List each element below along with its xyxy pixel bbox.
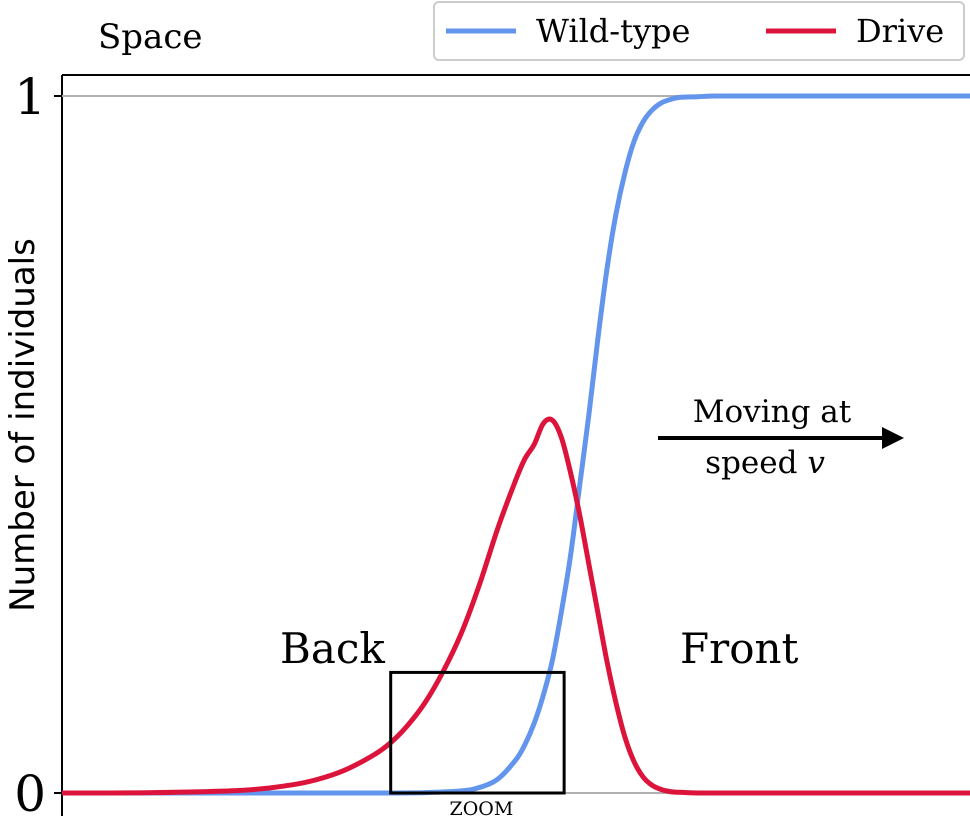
- zoom-annotation: ZOOM: [389, 670, 566, 816]
- y-axis-label: Number of individuals: [3, 238, 43, 612]
- axes: [61, 74, 970, 816]
- front-label: Front: [680, 624, 799, 673]
- series-line-wild-type: [62, 93, 970, 796]
- moving-annotation: Moving at speed v: [658, 394, 904, 481]
- legend-label-wild-type: Wild-type: [536, 12, 690, 50]
- zoom-label: ZOOM: [450, 798, 514, 816]
- reference-lines: [62, 95, 970, 794]
- moving-text-speed: speed: [705, 445, 807, 481]
- legend-frame: [433, 1, 965, 61]
- zoom-box: [389, 670, 566, 795]
- moving-arrow-head: [882, 427, 904, 449]
- y-ticks: 01: [14, 68, 62, 816]
- back-label: Back: [280, 624, 385, 673]
- y-tick-label-0: 0: [14, 765, 46, 816]
- y-tick-label-1: 1: [14, 68, 46, 126]
- series-line-drive: [61, 416, 970, 796]
- chart-title: Space: [98, 17, 203, 57]
- moving-text-line1: Moving at: [693, 394, 852, 430]
- moving-text-line2: speed v: [705, 445, 825, 481]
- legend: Wild-type Drive: [433, 1, 965, 61]
- legend-label-drive: Drive: [856, 12, 944, 50]
- moving-text-var: v: [807, 445, 825, 481]
- series-lines: [61, 93, 970, 796]
